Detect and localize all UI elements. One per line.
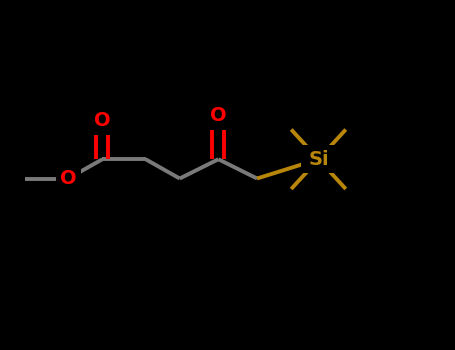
Text: O: O — [94, 111, 111, 130]
Text: O: O — [210, 106, 227, 125]
FancyBboxPatch shape — [56, 164, 81, 193]
Text: Si: Si — [308, 150, 329, 169]
FancyBboxPatch shape — [301, 145, 336, 173]
FancyBboxPatch shape — [206, 102, 231, 130]
Text: O: O — [60, 169, 76, 188]
FancyBboxPatch shape — [90, 107, 115, 135]
